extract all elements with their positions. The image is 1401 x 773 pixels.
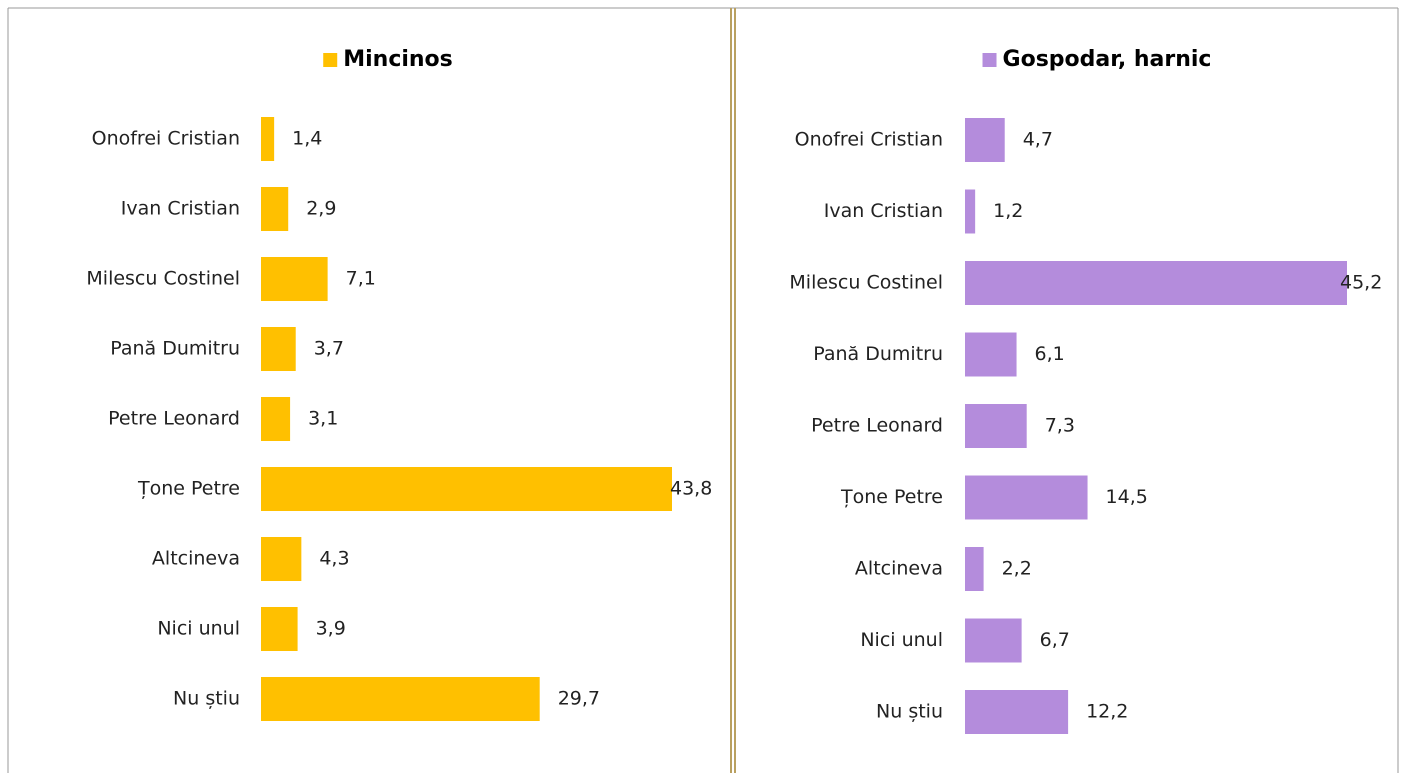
legend-swatch	[323, 53, 338, 67]
category-label: Țone Petre	[137, 478, 240, 500]
bar	[261, 117, 275, 161]
value-label: 29,7	[558, 688, 600, 710]
value-label: 7,1	[346, 268, 376, 290]
category-label: Țone Petre	[840, 486, 943, 508]
value-label: 4,7	[1023, 129, 1053, 151]
value-label: 3,1	[308, 408, 338, 430]
bar	[965, 332, 1017, 377]
category-label: Nici unul	[157, 618, 240, 640]
value-label: 6,1	[1035, 343, 1065, 365]
value-label: 3,9	[316, 618, 346, 640]
value-label: 1,4	[292, 128, 322, 150]
value-label: 6,7	[1040, 629, 1070, 651]
category-label: Ivan Cristian	[824, 200, 943, 222]
bar	[965, 547, 984, 591]
category-label: Ivan Cristian	[121, 198, 240, 220]
bar	[965, 475, 1088, 520]
bar	[965, 261, 1347, 305]
value-label: 1,2	[993, 200, 1023, 222]
chart-title: Mincinos	[343, 47, 453, 72]
bar	[261, 397, 291, 441]
category-label: Milescu Costinel	[86, 268, 240, 290]
category-label: Pană Dumitru	[813, 343, 943, 365]
bar	[261, 607, 298, 651]
bar	[261, 467, 672, 511]
bar	[965, 404, 1027, 448]
category-label: Onofrei Cristian	[795, 129, 943, 151]
category-label: Altcineva	[855, 558, 943, 580]
bar	[261, 257, 328, 301]
bar	[261, 537, 302, 581]
chart-title: Gospodar, harnic	[1003, 47, 1212, 72]
bar	[965, 118, 1005, 162]
legend-swatch	[982, 53, 997, 67]
category-label: Altcineva	[152, 548, 240, 570]
value-label: 2,9	[306, 198, 336, 220]
category-label: Nici unul	[860, 629, 943, 651]
category-label: Milescu Costinel	[789, 272, 943, 294]
bar	[965, 618, 1022, 663]
value-label: 7,3	[1045, 415, 1075, 437]
bar	[261, 327, 296, 371]
value-label: 12,2	[1086, 701, 1128, 723]
bar	[261, 187, 289, 231]
category-label: Petre Leonard	[108, 408, 240, 430]
bar	[261, 677, 540, 721]
value-label: 4,3	[319, 548, 349, 570]
category-label: Nu știu	[173, 688, 240, 710]
bar	[965, 690, 1069, 734]
category-label: Pană Dumitru	[110, 338, 240, 360]
value-label: 3,7	[314, 338, 344, 360]
value-label: 45,2	[1340, 272, 1382, 294]
category-label: Onofrei Cristian	[92, 128, 240, 150]
category-label: Nu știu	[876, 701, 943, 723]
value-label: 14,5	[1106, 486, 1148, 508]
bar	[965, 189, 976, 234]
value-label: 2,2	[1002, 558, 1032, 580]
value-label: 43,8	[670, 478, 712, 500]
category-label: Petre Leonard	[811, 415, 943, 437]
